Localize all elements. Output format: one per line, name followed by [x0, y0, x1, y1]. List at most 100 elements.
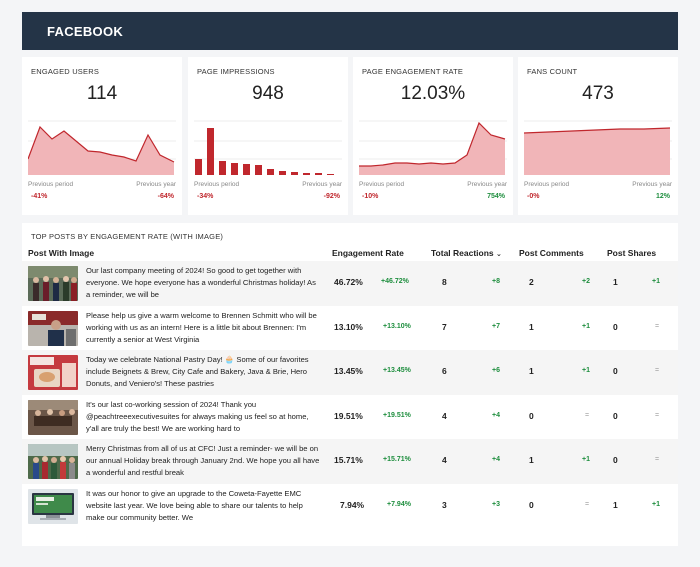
previous-year-change: -92%	[323, 193, 340, 200]
bar-sparkline-chart	[194, 120, 342, 175]
shares-delta: =	[655, 367, 660, 374]
engagement-rate: 7.94%	[340, 499, 365, 510]
kpi-title: ENGAGED USERS	[31, 67, 100, 76]
engagement-rate: 13.10%	[334, 321, 363, 332]
previous-year-change: -64%	[157, 193, 174, 200]
post-shares: 1	[613, 277, 618, 287]
post-text: Our last company meeting of 2024! So goo…	[86, 266, 316, 300]
shares-delta: =	[655, 411, 660, 419]
post-thumbnail	[28, 399, 78, 435]
post-shares: 0	[613, 321, 618, 332]
column-header-label: Total Reactions	[431, 248, 494, 258]
engagement-rate: 13.45%	[334, 366, 363, 376]
post-comments: 0	[529, 499, 534, 510]
previous-year-label: Previous year	[467, 181, 507, 188]
post-comments: 2	[529, 277, 534, 287]
kpi-title: PAGE ENGAGEMENT RATE	[362, 67, 464, 76]
previous-period-change: -10%	[362, 193, 379, 200]
reactions-delta: +4	[492, 411, 500, 419]
column-header-post[interactable]: Post With Image	[28, 248, 95, 258]
previous-year-change: 754%	[487, 193, 505, 200]
column-header-total-reactions[interactable]: Total Reactions ⌄	[431, 248, 502, 258]
engagement-rate-delta: +15.71%	[383, 456, 411, 463]
table-row[interactable]: Merry Christmas from all of us at CFC! J…	[22, 439, 678, 484]
shares-delta: +1	[652, 500, 660, 508]
engagement-rate-delta: +13.10%	[383, 322, 411, 330]
reactions-delta: +7	[492, 322, 500, 330]
dashboard-header: FACEBOOK	[22, 12, 678, 50]
table-row[interactable]: Please help us give a warm welcome to Br…	[22, 306, 678, 351]
previous-period-label: Previous period	[359, 181, 405, 188]
previous-period-change: -34%	[197, 193, 214, 200]
chevron-down-icon: ⌄	[496, 251, 502, 258]
post-comments: 1	[529, 321, 534, 332]
table-title: TOP POSTS BY ENGAGEMENT RATE (WITH IMAGE…	[31, 232, 224, 241]
engagement-rate-delta: +19.51%	[383, 411, 411, 419]
previous-period-change: -0%	[527, 193, 540, 200]
engagement-rate: 19.51%	[334, 410, 363, 421]
engagement-rate: 15.71%	[334, 455, 363, 465]
reactions-delta: +3	[492, 500, 500, 508]
sparkline-chart	[359, 120, 507, 175]
post-text: Please help us give a warm welcome to Br…	[86, 310, 317, 344]
kpi-card-page-impressions: PAGE IMPRESSIONS 948 Previous period Pre…	[188, 57, 348, 215]
engagement-rate-delta: +46.72%	[381, 278, 409, 285]
column-header-post-comments[interactable]: Post Comments	[519, 248, 584, 258]
column-header-engagement-rate[interactable]: Engagement Rate	[332, 248, 404, 258]
kpi-value: 114	[86, 83, 118, 104]
previous-period-label: Previous period	[28, 181, 74, 188]
comments-delta: +1	[582, 322, 590, 330]
shares-delta: =	[655, 322, 660, 330]
shares-delta: =	[655, 456, 660, 463]
post-thumbnail	[28, 355, 78, 390]
header-title: FACEBOOK	[47, 23, 124, 39]
engagement-rate: 46.72%	[334, 277, 363, 287]
table-row[interactable]: Our last company meeting of 2024! So goo…	[22, 261, 678, 306]
post-thumbnail	[28, 266, 78, 301]
total-reactions: 7	[442, 321, 447, 332]
total-reactions: 3	[442, 499, 447, 510]
previous-period-label: Previous period	[524, 181, 570, 188]
comments-delta: =	[585, 411, 590, 419]
previous-period-label: Previous period	[194, 181, 240, 188]
column-header-post-shares[interactable]: Post Shares	[607, 248, 657, 258]
kpi-title: PAGE IMPRESSIONS	[197, 67, 275, 76]
post-thumbnail	[28, 310, 78, 346]
post-shares: 0	[613, 455, 618, 465]
post-thumbnail	[28, 488, 78, 524]
kpi-card-engaged-users: ENGAGED USERS 114 Previous period Previo…	[22, 57, 182, 215]
reactions-delta: +8	[492, 278, 500, 285]
post-shares: 0	[613, 410, 618, 421]
kpi-value: 12.03%	[400, 83, 466, 104]
previous-year-change: 12%	[655, 193, 670, 200]
total-reactions: 8	[442, 277, 447, 287]
total-reactions: 4	[442, 455, 447, 465]
top-posts-table: TOP POSTS BY ENGAGEMENT RATE (WITH IMAGE…	[22, 223, 678, 546]
previous-year-label: Previous year	[136, 181, 176, 188]
kpi-card-fans-count: FANS COUNT 473 Previous period Previous …	[518, 57, 678, 215]
kpi-value: 948	[252, 83, 284, 104]
shares-delta: +1	[652, 278, 660, 285]
comments-delta: +1	[582, 456, 590, 463]
post-shares: 1	[613, 499, 618, 510]
comments-delta: =	[585, 500, 590, 508]
table-row[interactable]: Today we celebrate National Pastry Day! …	[22, 350, 678, 395]
table-row[interactable]: It was our honor to give an upgrade to t…	[22, 484, 678, 529]
table-row[interactable]: It's our last co-working session of 2024…	[22, 395, 678, 440]
sparkline-chart	[28, 120, 176, 175]
previous-year-label: Previous year	[302, 181, 342, 188]
post-comments: 0	[529, 410, 534, 421]
engagement-rate-delta: +13.45%	[383, 367, 411, 374]
comments-delta: +2	[582, 278, 590, 285]
post-thumbnail	[28, 444, 78, 479]
sparkline-chart	[524, 120, 672, 175]
kpi-value: 473	[582, 83, 614, 104]
post-text: Merry Christmas from all of us at CFC! J…	[86, 444, 320, 478]
total-reactions: 4	[442, 410, 447, 421]
total-reactions: 6	[442, 366, 447, 376]
previous-year-label: Previous year	[632, 181, 672, 188]
post-shares: 0	[613, 366, 618, 376]
reactions-delta: +6	[492, 367, 500, 374]
post-comments: 1	[529, 455, 534, 465]
kpi-card-page-engagement-rate: PAGE ENGAGEMENT RATE 12.03% Previous per…	[353, 57, 513, 215]
